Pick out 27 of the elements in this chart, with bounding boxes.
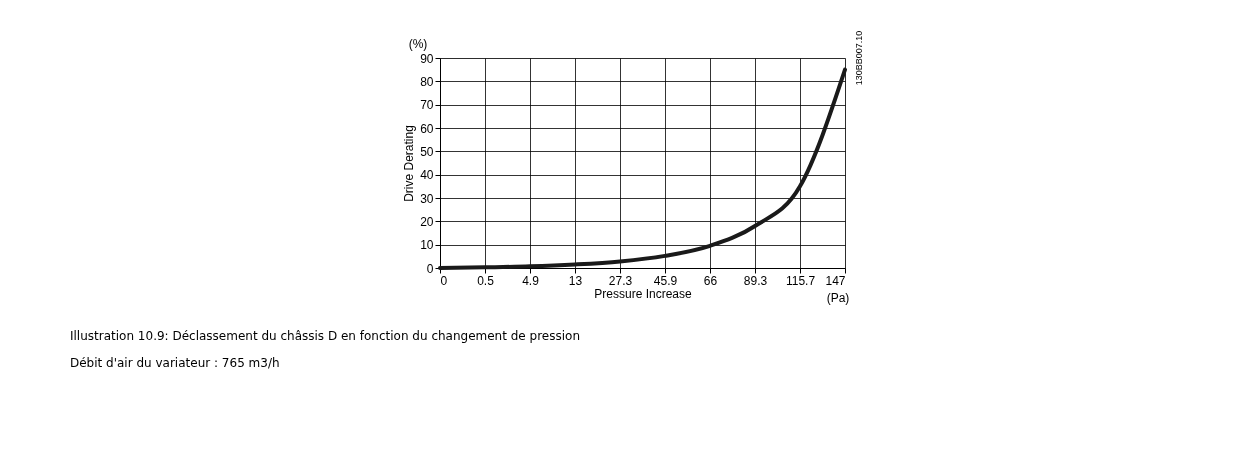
y-tick-label: 50 — [420, 144, 434, 159]
x-tick-label: 89.3 — [743, 273, 768, 288]
x-tick-label: 13 — [568, 273, 583, 288]
y-tick-label: 60 — [420, 121, 434, 136]
text: 130BB007.10 — [854, 30, 864, 86]
text: (Pa) — [826, 291, 850, 305]
y-tick-label: 10 — [420, 238, 434, 253]
x-tick-label: 4.9 — [522, 273, 540, 288]
x-tick-label: 45.9 — [653, 273, 678, 288]
x-tick-label: 27.3 — [608, 273, 633, 288]
text: Illustration 10.9: Déclassement du châssis D en fonction du changement de pression — [70, 329, 581, 343]
y-tick-label: 80 — [420, 74, 434, 89]
x-tick-label: 115.7 — [785, 273, 816, 288]
y-tick-label: 40 — [420, 168, 434, 183]
y-tick-label: 20 — [420, 214, 434, 229]
x-tick-label: 147 — [825, 273, 846, 288]
x-axis-title: Pressure Increase — [594, 286, 693, 301]
x-tick-label: 0.5 — [477, 273, 495, 288]
text: (%) — [408, 37, 428, 51]
y-tick-label: 0 — [426, 261, 434, 276]
y-tick-label: 30 — [420, 191, 434, 206]
y-tick-label: 70 — [420, 98, 434, 113]
y-axis-title: Drive Derating — [402, 125, 417, 202]
x-tick-label: 0 — [440, 273, 448, 288]
text: Débit d'air du variateur : 765 m3/h — [70, 356, 280, 370]
x-tick-label: 66 — [703, 273, 718, 288]
y-tick-label: 90 — [420, 51, 434, 66]
